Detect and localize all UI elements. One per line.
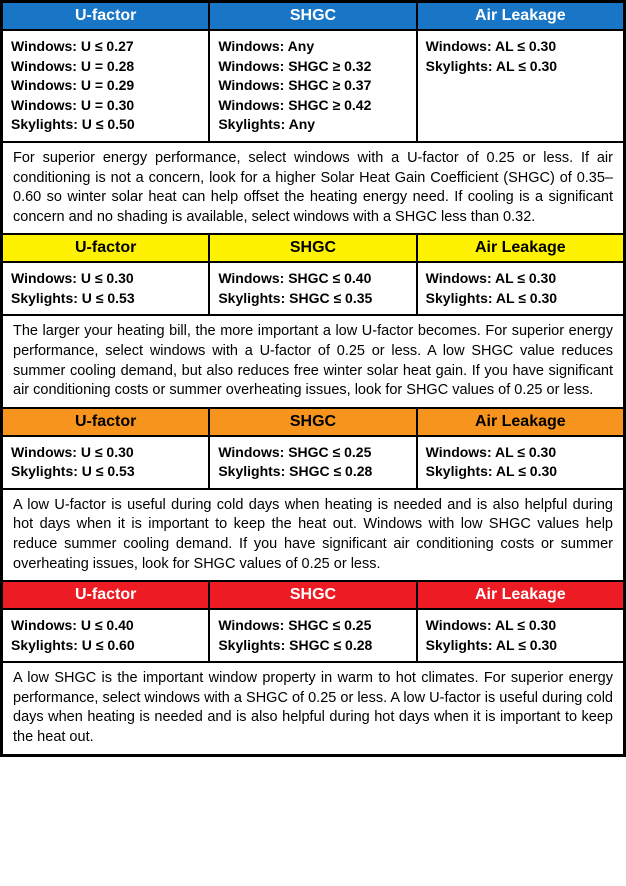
section-data-red: Windows: U ≤ 0.40 Skylights: U ≤ 0.60 Wi… <box>2 609 624 662</box>
section-header-yellow: U-factor SHGC Air Leakage <box>2 234 624 262</box>
col-airleak-header: Air Leakage <box>417 408 624 436</box>
section-data-blue: Windows: U ≤ 0.27 Windows: U = 0.28 Wind… <box>2 30 624 142</box>
col-airleak-header: Air Leakage <box>417 234 624 262</box>
energy-table: U-factor SHGC Air Leakage Windows: U ≤ 0… <box>0 0 626 757</box>
section-description-yellow: The larger your heating bill, the more i… <box>2 315 624 407</box>
section-header-orange: U-factor SHGC Air Leakage <box>2 408 624 436</box>
ufactor-cell: Windows: U ≤ 0.40 Skylights: U ≤ 0.60 <box>2 609 209 662</box>
ufactor-cell: Windows: U ≤ 0.30 Skylights: U ≤ 0.53 <box>2 436 209 489</box>
airleak-cell: Windows: AL ≤ 0.30 Skylights: AL ≤ 0.30 <box>417 609 624 662</box>
ufactor-cell: Windows: U ≤ 0.30 Skylights: U ≤ 0.53 <box>2 262 209 315</box>
shgc-cell: Windows: SHGC ≤ 0.25 Skylights: SHGC ≤ 0… <box>209 609 416 662</box>
airleak-cell: Windows: AL ≤ 0.30 Skylights: AL ≤ 0.30 <box>417 436 624 489</box>
shgc-cell: Windows: SHGC ≤ 0.40 Skylights: SHGC ≤ 0… <box>209 262 416 315</box>
airleak-cell: Windows: AL ≤ 0.30 Skylights: AL ≤ 0.30 <box>417 262 624 315</box>
col-ufactor-header: U-factor <box>2 581 209 609</box>
ufactor-cell: Windows: U ≤ 0.27 Windows: U = 0.28 Wind… <box>2 30 209 142</box>
section-description-blue: For superior energy performance, select … <box>2 142 624 234</box>
section-header-red: U-factor SHGC Air Leakage <box>2 581 624 609</box>
col-ufactor-header: U-factor <box>2 234 209 262</box>
col-ufactor-header: U-factor <box>2 2 209 30</box>
col-airleak-header: Air Leakage <box>417 2 624 30</box>
section-data-orange: Windows: U ≤ 0.30 Skylights: U ≤ 0.53 Wi… <box>2 436 624 489</box>
section-data-yellow: Windows: U ≤ 0.30 Skylights: U ≤ 0.53 Wi… <box>2 262 624 315</box>
col-ufactor-header: U-factor <box>2 408 209 436</box>
section-description-red: A low SHGC is the important window prope… <box>2 662 624 754</box>
col-shgc-header: SHGC <box>209 408 416 436</box>
col-airleak-header: Air Leakage <box>417 581 624 609</box>
col-shgc-header: SHGC <box>209 234 416 262</box>
section-description-orange: A low U-factor is useful during cold day… <box>2 489 624 581</box>
col-shgc-header: SHGC <box>209 2 416 30</box>
section-header-blue: U-factor SHGC Air Leakage <box>2 2 624 30</box>
shgc-cell: Windows: SHGC ≤ 0.25 Skylights: SHGC ≤ 0… <box>209 436 416 489</box>
col-shgc-header: SHGC <box>209 581 416 609</box>
shgc-cell: Windows: Any Windows: SHGC ≥ 0.32 Window… <box>209 30 416 142</box>
airleak-cell: Windows: AL ≤ 0.30 Skylights: AL ≤ 0.30 <box>417 30 624 142</box>
